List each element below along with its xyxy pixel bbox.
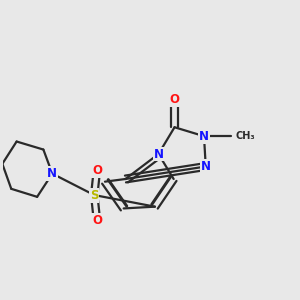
Text: N: N	[154, 148, 164, 160]
Text: S: S	[90, 189, 98, 202]
Text: O: O	[169, 93, 179, 106]
Text: CH₃: CH₃	[236, 131, 255, 141]
Text: O: O	[92, 214, 102, 226]
Text: N: N	[47, 167, 57, 180]
Text: O: O	[92, 164, 102, 177]
Text: N: N	[199, 130, 209, 143]
Text: N: N	[201, 160, 211, 173]
